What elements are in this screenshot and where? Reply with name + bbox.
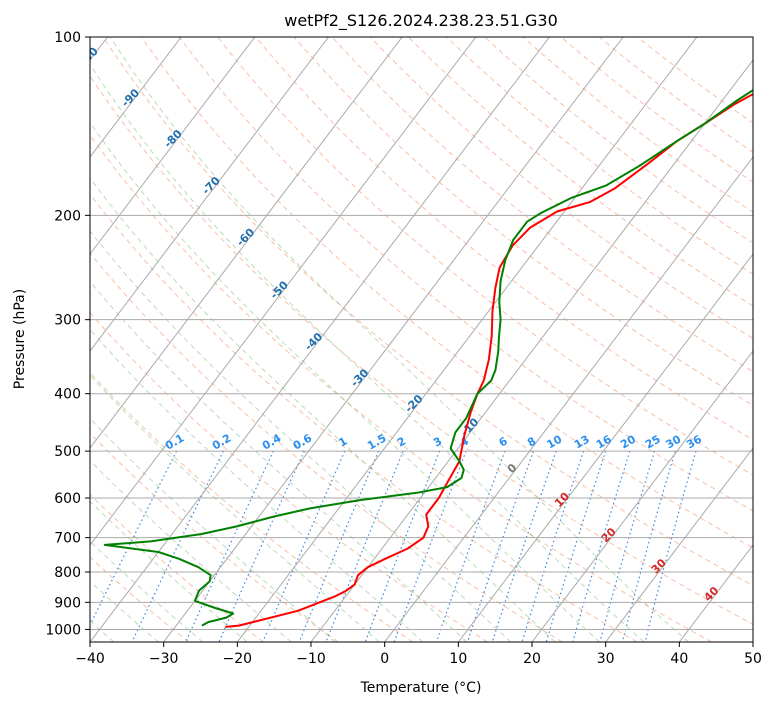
- dry-adiabat-line: [90, 432, 339, 642]
- isotherm-line: [310, 59, 753, 642]
- x-tick-label: −10: [296, 651, 326, 667]
- dry-adiabat-line: [90, 193, 638, 642]
- y-tick-label: 600: [54, 491, 81, 507]
- isotherm-line: [90, 37, 182, 158]
- dry-adiabat-line: [408, 37, 753, 307]
- isotherm-line: [531, 350, 753, 642]
- moist-adiabat-line: [90, 500, 248, 642]
- moist-adiabat-line: [90, 121, 600, 642]
- x-tick-label: −40: [75, 651, 105, 667]
- y-tick-label: 800: [54, 565, 81, 581]
- isotherm-label: -100: [72, 44, 101, 73]
- dry-adiabat-line: [102, 37, 753, 587]
- dry-adiabat-line: [90, 75, 753, 625]
- dry-adiabat-line: [484, 37, 753, 244]
- moist-adiabat-line: [90, 374, 380, 642]
- axis-ticks: −40 −30 −20 −10 0 10 20 30 40 50 100 200 300 400 500 60…: [45, 30, 762, 667]
- x-tick-label: −20: [223, 651, 253, 667]
- y-tick-label: 900: [54, 595, 81, 611]
- profile-series: [103, 89, 753, 628]
- x-tick-label: 30: [597, 651, 615, 667]
- moist-adiabat-line: [109, 37, 689, 642]
- moist-adiabat-line: [90, 459, 292, 642]
- moist-adiabat-line: [90, 177, 556, 642]
- isotherm-line: [90, 37, 329, 352]
- dry-adiabat-line: [179, 37, 753, 512]
- isotherm-line: [384, 156, 753, 642]
- dry-adiabat-line: [522, 37, 753, 213]
- plot-frame: [89, 36, 754, 643]
- x-tick-label: 10: [449, 651, 467, 667]
- y-tick-label: 1000: [45, 622, 81, 638]
- isotherm-line: [90, 37, 256, 255]
- dewpoint-profile-line: [103, 89, 753, 627]
- y-tick-label: 400: [54, 387, 81, 403]
- y-tick-label: 300: [54, 313, 81, 329]
- y-tick-label: 500: [54, 444, 81, 460]
- isotherm-line: [90, 37, 477, 546]
- isotherm-line: [163, 37, 624, 642]
- isotherm-line: [90, 37, 403, 449]
- dry-adiabat-line: [90, 134, 712, 642]
- isotherm-line: [457, 253, 753, 642]
- grid-lines: [90, 37, 753, 642]
- x-axis-label: Temperature (°C): [360, 680, 482, 696]
- x-tick-label: −30: [149, 651, 179, 667]
- isotherm-line: [90, 37, 550, 642]
- y-axis-label: Pressure (hPa): [12, 289, 28, 389]
- moist-adiabat-line: [90, 540, 204, 642]
- isotherm-line: [236, 37, 698, 642]
- x-tick-label: 0: [380, 651, 389, 667]
- dry-adiabat-line: [255, 37, 753, 441]
- dry-adiabat-line: [90, 371, 414, 642]
- x-tick-label: 50: [744, 651, 762, 667]
- moist-adiabat-line: [90, 417, 336, 642]
- y-tick-label: 100: [54, 30, 81, 46]
- y-tick-label: 200: [54, 208, 81, 224]
- isotherm-line: [605, 447, 753, 642]
- moist-adiabat-line: [90, 230, 512, 642]
- dry-adiabat-line: [140, 37, 753, 549]
- y-tick-label: 700: [54, 531, 81, 547]
- dry-adiabat-line: [90, 252, 563, 642]
- x-tick-label: 20: [523, 651, 541, 667]
- moist-adiabat-line: [90, 580, 159, 642]
- x-tick-label: 40: [670, 651, 688, 667]
- chart-title: wetPf2_S126.2024.238.23.51.G30: [284, 11, 558, 31]
- dry-adiabat-line: [293, 37, 753, 406]
- dry-adiabat-line: [446, 37, 753, 275]
